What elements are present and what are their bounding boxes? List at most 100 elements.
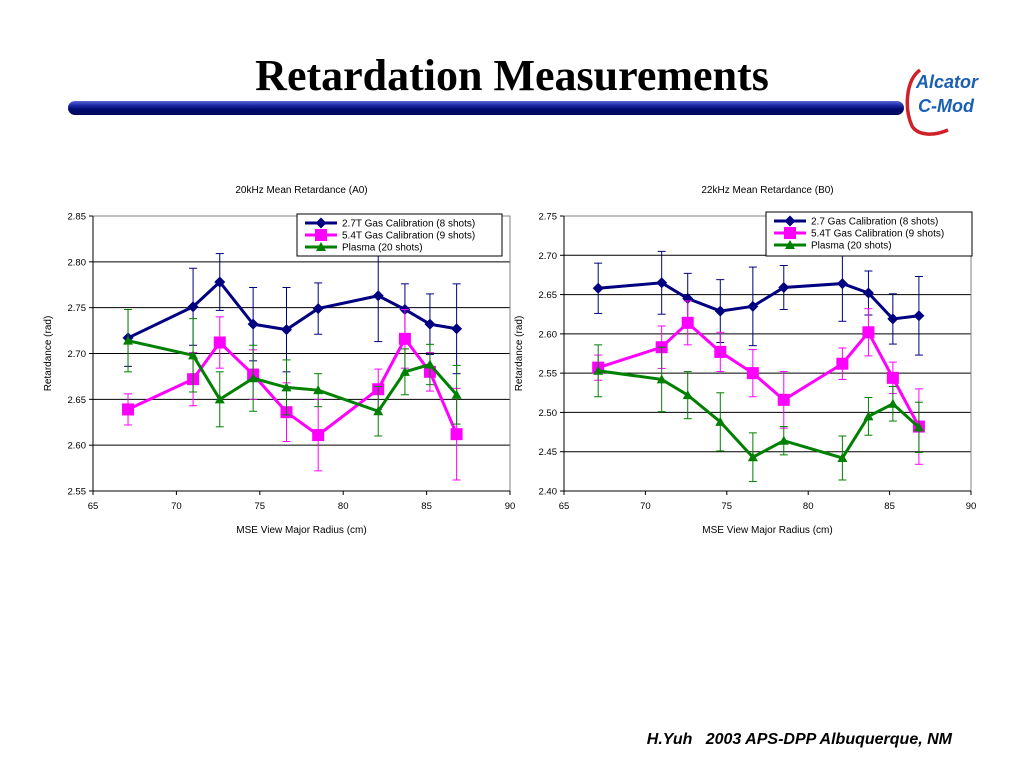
chart-title: 22kHz Mean Retardance (B0) (701, 185, 833, 196)
legend-marker (315, 217, 327, 229)
x-tick-label: 70 (171, 501, 182, 512)
data-point (913, 310, 925, 322)
series-line (127, 336, 459, 437)
data-point (592, 282, 604, 294)
legend-label: 2.7T Gas Calibration (8 shots) (342, 219, 475, 230)
data-point (747, 300, 759, 312)
data-point (247, 318, 259, 330)
title-underline-bar (68, 101, 904, 115)
data-point (312, 303, 324, 315)
legend-label: Plasma (20 shots) (811, 241, 892, 252)
y-tick-label: 2.70 (68, 349, 87, 360)
data-point (399, 366, 410, 376)
data-point (887, 313, 899, 325)
data-point (746, 367, 759, 380)
legend-label: 2.7 Gas Calibration (8 shots) (811, 217, 938, 228)
x-tick-label: 75 (255, 501, 266, 512)
data-point (213, 336, 226, 349)
data-point (281, 382, 292, 392)
data-point (313, 385, 324, 395)
x-tick-label: 85 (421, 501, 432, 512)
legend-marker (785, 240, 795, 249)
data-point (280, 324, 292, 336)
data-point (593, 365, 604, 375)
y-tick-label: 2.80 (68, 257, 87, 268)
y-tick-label: 2.60 (68, 441, 87, 452)
data-point (836, 357, 849, 370)
x-tick-label: 65 (559, 501, 570, 512)
series-line (598, 281, 920, 321)
series-2 (593, 344, 924, 483)
legend: 2.7T Gas Calibration (8 shots)5.4T Gas C… (296, 213, 503, 257)
y-tick-label: 2.55 (68, 487, 87, 498)
legend-marker (784, 227, 796, 239)
series-1 (122, 309, 463, 481)
data-point (681, 316, 694, 329)
data-point (837, 453, 848, 462)
legend-label: 5.4T Gas Calibration (9 shots) (811, 229, 944, 240)
data-point (312, 429, 325, 442)
legend-marker (784, 215, 796, 227)
y-tick-label: 2.65 (539, 290, 558, 301)
y-tick-label: 2.40 (539, 487, 558, 498)
x-tick-label: 70 (640, 501, 651, 512)
logo-swoosh (905, 68, 949, 136)
slide-footer: H.Yuh 2003 APS-DPP Albuquerque, NM (646, 731, 952, 748)
series-line (127, 339, 458, 414)
x-tick-label: 90 (966, 501, 977, 512)
legend-label: 5.4T Gas Calibration (9 shots) (342, 231, 475, 242)
y-tick-label: 2.50 (539, 408, 558, 419)
logo-line-2: C-Mod (918, 96, 975, 116)
y-tick-label: 2.65 (68, 395, 87, 406)
logo-line-1: Alcator (915, 72, 979, 92)
series-line (127, 279, 457, 340)
x-tick-label: 65 (88, 501, 99, 512)
chart-22khz-b0: 22kHz Mean Retardance (B0) 2.40 2.45 2.50 2.… (514, 185, 977, 536)
data-point (424, 359, 435, 369)
series-1 (592, 300, 925, 465)
legend-label: Plasma (20 shots) (342, 243, 423, 254)
y-axis-label: Retardance (rad) (514, 316, 525, 392)
data-point (188, 350, 199, 360)
x-tick-label: 90 (505, 501, 516, 512)
series-0 (122, 249, 463, 375)
data-point (714, 305, 726, 317)
data-point (863, 411, 874, 421)
data-point (398, 332, 411, 345)
data-point (862, 287, 874, 299)
legend-marker (316, 242, 326, 251)
x-tick-label: 85 (884, 501, 895, 512)
data-point (777, 393, 790, 406)
data-point (836, 278, 848, 290)
data-point (778, 435, 789, 445)
data-point (714, 345, 727, 358)
data-point (886, 371, 899, 384)
data-point (214, 276, 226, 288)
chart-title: 20kHz Mean Retardance (A0) (235, 185, 367, 196)
legend-marker (315, 229, 327, 241)
y-tick-label: 2.60 (539, 329, 558, 340)
data-point (451, 323, 463, 335)
data-point (913, 422, 924, 432)
y-axis-label: Retardance (rad) (43, 316, 54, 392)
alcator-cmod-logo: Alcator C-Mod (905, 68, 979, 136)
x-axis-label: MSE View Major Radius (cm) (236, 525, 366, 536)
data-point (214, 394, 225, 404)
x-tick-label: 75 (722, 501, 733, 512)
series-line (597, 369, 920, 460)
y-tick-label: 2.75 (68, 303, 87, 314)
data-point (373, 406, 384, 416)
series-line (597, 320, 921, 428)
data-point (887, 398, 898, 408)
data-point (747, 452, 758, 462)
data-point (715, 416, 726, 426)
x-axis-label: MSE View Major Radius (cm) (702, 525, 832, 536)
data-point (682, 390, 693, 400)
y-tick-label: 2.45 (539, 447, 558, 458)
data-point (862, 326, 875, 339)
data-point (778, 282, 790, 293)
data-point (450, 428, 463, 441)
data-point (424, 318, 436, 330)
y-tick-label: 2.55 (539, 369, 558, 380)
series-0 (592, 245, 925, 356)
